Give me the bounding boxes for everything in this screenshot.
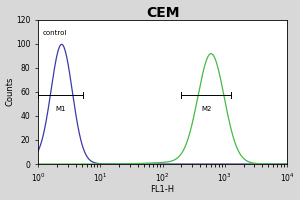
X-axis label: FL1-H: FL1-H — [151, 185, 175, 194]
Text: control: control — [43, 30, 68, 36]
Y-axis label: Counts: Counts — [6, 77, 15, 106]
Text: M2: M2 — [201, 106, 211, 112]
Title: CEM: CEM — [146, 6, 179, 20]
Text: M1: M1 — [55, 106, 66, 112]
